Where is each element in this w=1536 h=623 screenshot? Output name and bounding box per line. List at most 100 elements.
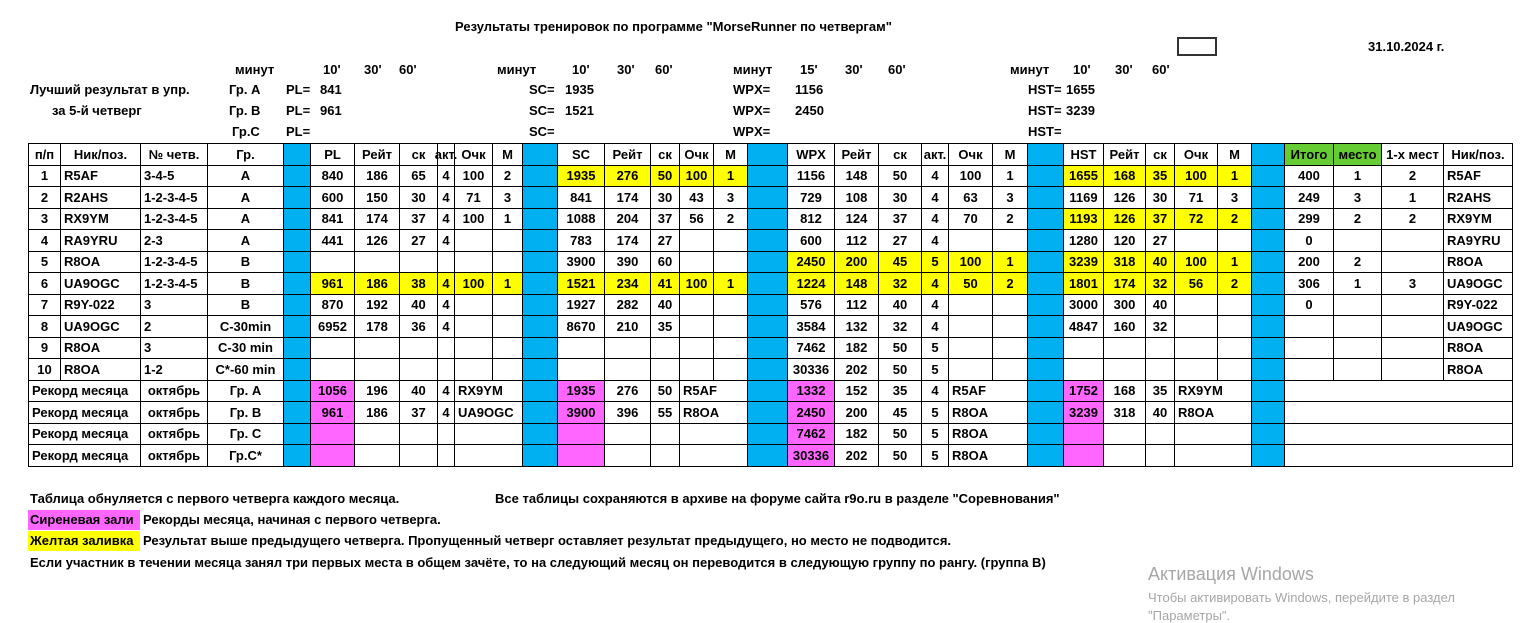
table-cell (1217, 358, 1252, 381)
table-cell (713, 315, 748, 338)
table-cell: 174 (1103, 272, 1146, 295)
table-cell: Ник/поз. (60, 143, 141, 166)
table-cell: 5 (28, 250, 61, 273)
table-cell (604, 358, 651, 381)
table-cell (679, 315, 714, 338)
table-cell (1145, 444, 1175, 467)
table-cell: 30 (1145, 186, 1175, 209)
table-cell: 299 (1284, 207, 1334, 230)
date: 31.10.2024 г. (1368, 39, 1445, 54)
table-cell (492, 293, 523, 316)
table-cell (948, 358, 993, 381)
table-cell: 36 (399, 315, 438, 338)
table-cell (454, 336, 493, 359)
table-cell (1217, 229, 1252, 252)
table-cell: 186 (354, 401, 400, 424)
unit: минут (733, 62, 773, 77)
table-cell (1333, 293, 1382, 316)
blue-column (283, 422, 311, 445)
table-cell: RX9YM (1174, 379, 1252, 402)
table-cell: B (207, 293, 284, 316)
table-cell: 2 (713, 207, 748, 230)
table-cell (454, 315, 493, 338)
table-cell: 132 (834, 315, 879, 338)
table-cell: 1 (1381, 186, 1444, 209)
blue-column (522, 315, 558, 338)
blue-column (522, 164, 558, 187)
table-cell: Рейт (1103, 143, 1146, 166)
table-cell (679, 358, 714, 381)
table-cell (1174, 293, 1218, 316)
table-cell: 4 (437, 401, 455, 424)
table-cell: 30 (399, 186, 438, 209)
table-cell (399, 358, 438, 381)
table-cell: SC (557, 143, 605, 166)
table-cell: 3584 (787, 315, 835, 338)
table-cell (399, 422, 438, 445)
table-cell: 390 (604, 250, 651, 273)
table-cell (679, 336, 714, 359)
table-cell: Рейт (354, 143, 400, 166)
selected-cell (1177, 37, 1217, 56)
table-cell: UA9OGC (60, 272, 141, 295)
table-cell: 4 (437, 379, 455, 402)
table-cell: 400 (1284, 164, 1334, 187)
table-cell: UA9OGC (454, 401, 523, 424)
note: Таблица обнуляется с первого четверга ка… (30, 491, 400, 506)
table-cell: 27 (1145, 229, 1175, 252)
table-cell: 961 (310, 401, 355, 424)
duration: 30' (364, 62, 382, 77)
table-cell (992, 315, 1028, 338)
table-cell: 1521 (557, 272, 605, 295)
table-cell: 178 (354, 315, 400, 338)
table-cell: 729 (787, 186, 835, 209)
table-cell: 1-2 (140, 358, 208, 381)
table-cell: 3239 (1063, 401, 1104, 424)
table-cell (713, 336, 748, 359)
table-cell: 2 (1333, 207, 1382, 230)
table-cell (650, 336, 680, 359)
table-cell: 4 (437, 272, 455, 295)
table-cell (454, 358, 493, 381)
table-cell (1381, 315, 1444, 338)
table-cell: Рекорд месяца (28, 379, 141, 402)
key: WPX= (733, 103, 771, 118)
blue-column (283, 229, 311, 252)
table-cell: 126 (1103, 186, 1146, 209)
table-cell: RX9YM (60, 207, 141, 230)
table-cell: 3 (992, 186, 1028, 209)
table-cell: 50 (878, 336, 922, 359)
table-cell: 100 (679, 272, 714, 295)
best-value: 1521 (565, 103, 594, 118)
key: WPX= (733, 124, 771, 139)
blue-column (283, 164, 311, 187)
blue-column (522, 293, 558, 316)
blue-column (1027, 272, 1064, 295)
blue-column (747, 143, 788, 166)
table-cell (354, 444, 400, 467)
table-cell (713, 358, 748, 381)
table-cell: Гр.С* (207, 444, 284, 467)
table-cell: 3 (1333, 186, 1382, 209)
table-cell: 3 (1381, 272, 1444, 295)
table-cell: 4 (437, 229, 455, 252)
watermark-text: Чтобы активировать Windows, перейдите в … (1148, 590, 1455, 605)
table-cell: 40 (650, 293, 680, 316)
table-cell: 27 (399, 229, 438, 252)
table-cell: 160 (1103, 315, 1146, 338)
table-cell (1174, 444, 1252, 467)
table-cell (1333, 358, 1382, 381)
blue-column (1251, 336, 1285, 359)
table-cell: 4 (437, 186, 455, 209)
table-cell: 1 (492, 207, 523, 230)
blue-column (522, 250, 558, 273)
table-cell: 5 (921, 444, 949, 467)
table-cell: 3 (492, 186, 523, 209)
table-cell: 120 (1103, 229, 1146, 252)
table-cell (1174, 336, 1218, 359)
table-cell: 234 (604, 272, 651, 295)
table-cell (1381, 250, 1444, 273)
table-cell: 1 (713, 272, 748, 295)
table-cell: 1332 (787, 379, 835, 402)
table-cell: Очк (679, 143, 714, 166)
